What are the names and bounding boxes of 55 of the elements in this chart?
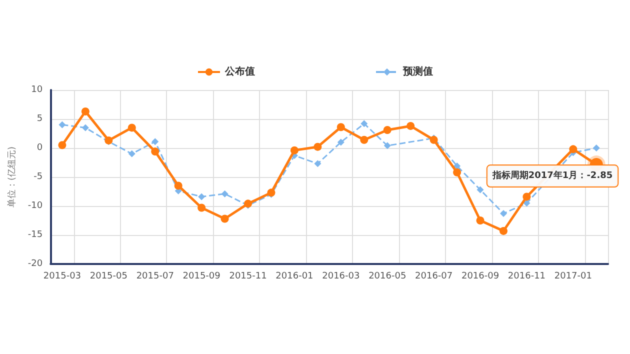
point (337, 138, 344, 146)
point (151, 147, 160, 156)
point (152, 138, 159, 146)
point (314, 142, 322, 151)
x-tick-label: 2016-03 (322, 272, 360, 282)
x-tick-label: 2015-05 (90, 272, 128, 282)
point (360, 120, 368, 128)
x-tick-label: 2017-01 (554, 272, 592, 282)
y-axis-title: 单位：(亿纽元) (6, 146, 18, 208)
x-tick-label: 2016-11 (508, 272, 546, 282)
point (383, 126, 392, 134)
legend-label: 公布值 (224, 66, 255, 78)
point (198, 204, 206, 212)
point (58, 121, 66, 128)
y-tick-label: -5 (34, 172, 43, 182)
x-tick-label: 2016-07 (415, 272, 453, 282)
y-tick-label: -15 (28, 230, 43, 240)
x-tick-label: 2015-03 (43, 272, 82, 282)
y-tick-label: -10 (28, 201, 43, 211)
x-tick-label: 2016-05 (368, 272, 406, 282)
legend-label: 预测值 (402, 66, 433, 78)
y-tick-label: 5 (36, 114, 43, 124)
point (522, 192, 531, 201)
point (174, 182, 182, 190)
point (221, 190, 228, 198)
point (128, 150, 136, 158)
x-tick-label: 2015-11 (229, 272, 267, 282)
point (406, 122, 415, 130)
point (81, 107, 90, 116)
point (453, 168, 462, 176)
y-tick-label: 10 (31, 85, 43, 95)
point (314, 160, 322, 168)
point (58, 141, 66, 150)
point (500, 210, 507, 218)
point (82, 124, 89, 132)
x-tick-label: 2016-09 (461, 272, 500, 282)
point (454, 162, 461, 170)
y-tick-label: -20 (28, 259, 43, 269)
y-tick-label: 0 (36, 143, 43, 153)
point (290, 146, 298, 154)
point (384, 142, 391, 150)
point (569, 145, 578, 154)
point (198, 193, 206, 200)
point (220, 214, 229, 223)
x-tick-label: 2015-09 (182, 272, 221, 282)
x-tick-label: 2016-01 (276, 272, 314, 282)
annotation: 指标周期2017年1月：-2.85 (491, 170, 613, 182)
point (336, 123, 345, 132)
point (128, 124, 136, 132)
point (476, 186, 484, 194)
point (360, 136, 368, 144)
x-tick-label: 2015-07 (136, 272, 174, 282)
point (592, 144, 600, 152)
point (476, 216, 484, 224)
point (499, 226, 508, 235)
